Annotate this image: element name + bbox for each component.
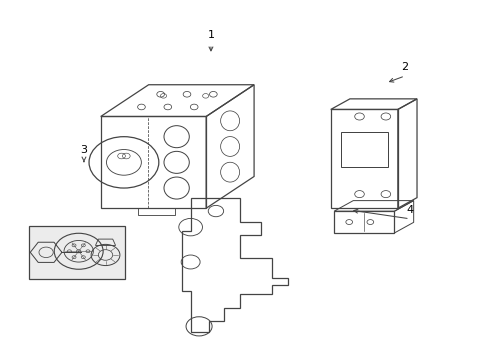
Text: 4: 4	[406, 205, 412, 215]
Text: 1: 1	[207, 30, 214, 40]
Text: 3: 3	[81, 145, 87, 155]
Text: 2: 2	[401, 62, 408, 72]
FancyBboxPatch shape	[29, 226, 124, 279]
